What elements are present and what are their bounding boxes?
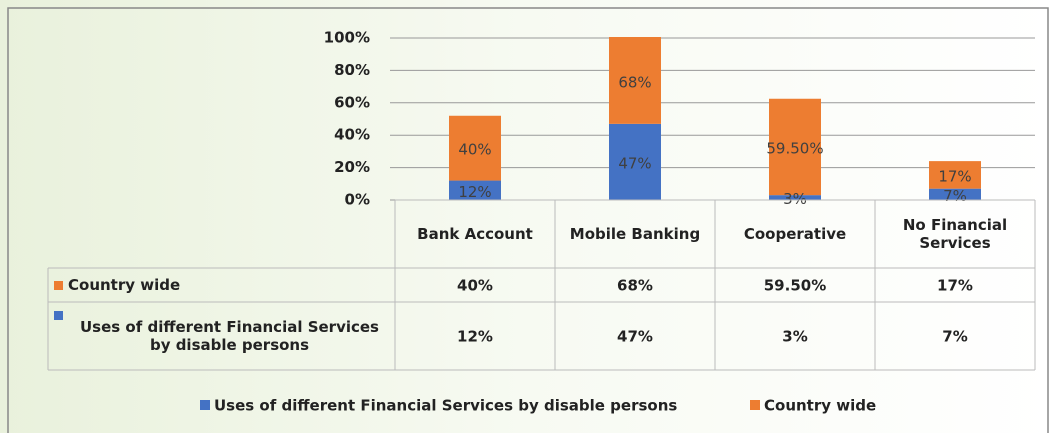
x-tick-label: No Financial Services <box>902 216 1008 252</box>
series-name: Uses of different Financial Services by … <box>79 318 379 354</box>
table-value: 59.50% <box>764 277 826 295</box>
data-label: 12% <box>458 183 491 201</box>
legend-key <box>750 400 760 410</box>
table-value: 7% <box>942 328 967 346</box>
row-header: Country wide <box>48 268 395 302</box>
table-value: 3% <box>782 328 807 346</box>
y-tick-label: 40% <box>334 126 370 144</box>
frame <box>7 7 1049 433</box>
x-tick-label: Bank Account <box>417 225 533 243</box>
y-tick-label: 0% <box>345 191 370 209</box>
data-label: 68% <box>618 73 651 91</box>
table-value: 47% <box>617 328 653 346</box>
bar-segment <box>929 188 981 200</box>
category-cell: No Financial Services <box>902 216 1008 252</box>
y-tick-label: 80% <box>334 61 370 79</box>
data-label: 47% <box>618 154 651 172</box>
bar-segment <box>609 123 661 200</box>
bar-segment <box>609 37 661 124</box>
data-label: 59.50% <box>766 139 823 157</box>
bar-segment <box>449 115 501 181</box>
data-label: 40% <box>458 141 491 159</box>
legend-label: Country wide <box>764 397 876 415</box>
row-header: Uses of different Financial Services by … <box>48 302 395 370</box>
table-value: 40% <box>457 277 493 295</box>
series-name: Country wide <box>68 276 181 294</box>
table-value: 17% <box>937 277 973 295</box>
legend-key <box>200 400 210 410</box>
x-tick-label: Mobile Banking <box>569 225 701 243</box>
y-tick-label: 20% <box>334 158 370 176</box>
data-label: 17% <box>938 167 971 185</box>
y-tick-label: 60% <box>334 93 370 111</box>
legend-key <box>54 280 63 290</box>
bar-segment <box>449 180 501 200</box>
legend-key <box>54 311 63 320</box>
bar-segment <box>929 161 981 189</box>
category-cell: Cooperative <box>743 225 847 243</box>
table-value: 68% <box>617 277 653 295</box>
category-cell: Bank Account <box>417 225 533 243</box>
table-value: 12% <box>457 328 493 346</box>
row-header-cell: Country wide <box>48 268 395 302</box>
row-header-cell: Uses of different Financial Services by … <box>48 302 395 370</box>
legend-label: Uses of different Financial Services by … <box>214 397 677 415</box>
y-tick-label: 100% <box>324 29 370 47</box>
category-cell: Mobile Banking <box>569 225 701 243</box>
x-tick-label: Cooperative <box>743 225 847 243</box>
data-label: 3% <box>783 190 807 208</box>
bar-segment <box>769 98 821 196</box>
bar-segment <box>769 195 821 200</box>
